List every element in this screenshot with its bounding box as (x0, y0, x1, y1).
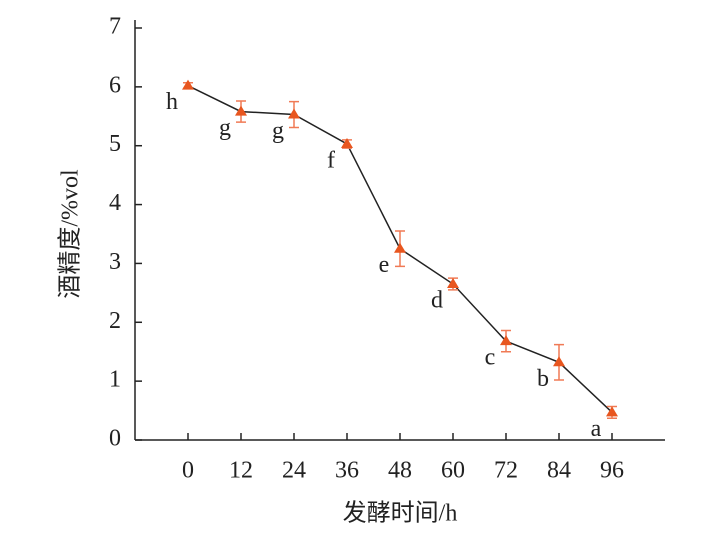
marker (288, 108, 300, 119)
annotation: d (431, 288, 443, 314)
marker (553, 356, 565, 367)
marker (606, 406, 618, 417)
x-tick-label: 84 (547, 458, 571, 484)
annotation: b (537, 366, 549, 392)
y-tick-label: 0 (109, 426, 121, 452)
x-tick-label: 36 (335, 458, 359, 484)
y-tick-label: 1 (109, 367, 121, 393)
y-tick-label: 2 (109, 308, 121, 334)
annotation: g (272, 118, 284, 144)
annotation: c (485, 345, 496, 371)
y-tick-label: 5 (109, 131, 121, 157)
marker (235, 105, 247, 116)
marker (447, 278, 459, 289)
marker (182, 79, 194, 90)
x-tick-label: 96 (600, 458, 624, 484)
x-axis-label: 发酵时间/h (343, 500, 458, 527)
annotation: f (327, 147, 335, 173)
annotation: g (219, 115, 231, 141)
y-tick-label: 4 (109, 190, 121, 216)
annotation: e (379, 252, 390, 278)
x-tick-label: 0 (182, 458, 194, 484)
x-tick-label: 72 (494, 458, 518, 484)
marker (500, 335, 512, 346)
marker (394, 242, 406, 253)
x-tick-label: 60 (441, 458, 465, 484)
x-tick-label: 12 (229, 458, 253, 484)
y-tick-label: 3 (109, 249, 121, 275)
annotation: h (166, 89, 178, 115)
y-tick-label: 7 (109, 14, 121, 40)
y-tick-label: 6 (109, 72, 121, 98)
marker (341, 137, 353, 148)
x-tick-label: 24 (282, 458, 306, 484)
y-axis-label: 酒精度/%vol (57, 169, 84, 299)
annotation: a (591, 416, 602, 442)
x-tick-label: 48 (388, 458, 412, 484)
